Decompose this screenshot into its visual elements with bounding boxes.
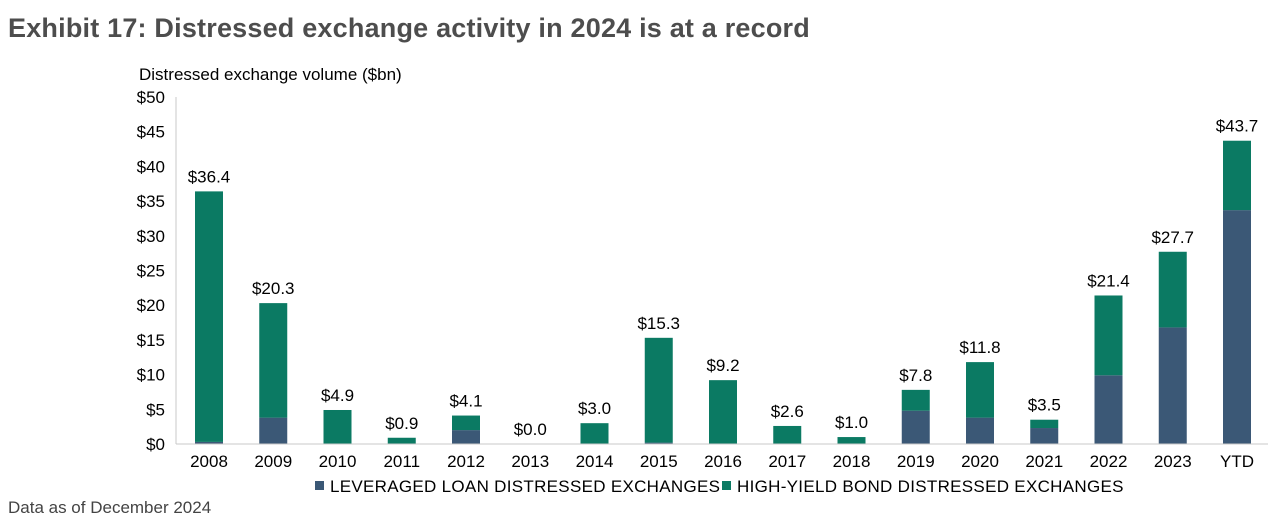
data-label-2023: $27.7 <box>1151 228 1194 247</box>
x-tick-labels: 2008 2009 2010 2011 2012 2013 2014 2015 2016 2017… <box>190 452 1254 471</box>
bar-loan-2012 <box>452 430 480 444</box>
bar-bond-2023 <box>1158 251 1187 328</box>
x-tick-2017: 2017 <box>768 452 806 471</box>
bar-loan-2009 <box>259 417 288 444</box>
x-tick-2020: 2020 <box>961 452 999 471</box>
y-tick-label: $5 <box>146 400 165 419</box>
y-tick-label: $10 <box>137 366 165 385</box>
bar-loan-YTD <box>1223 210 1251 444</box>
legend-swatch-loan <box>315 481 324 490</box>
x-tick-2022: 2022 <box>1090 452 1128 471</box>
data-label-2010: $4.9 <box>321 386 354 405</box>
data-label-2020: $11.8 <box>959 338 1000 357</box>
bar-bond-2009 <box>259 303 288 418</box>
x-tick-2010: 2010 <box>319 452 357 471</box>
legend: LEVERAGED LOAN DISTRESSED EXCHANGES HIGH-… <box>315 477 1124 496</box>
bar-bond-2021 <box>1030 419 1059 429</box>
bar-bond-2010 <box>323 409 352 444</box>
x-tick-2012: 2012 <box>447 452 485 471</box>
x-tick-2013: 2013 <box>511 452 549 471</box>
data-label-2017: $2.6 <box>771 402 804 421</box>
bar-loan-2023 <box>1158 327 1187 444</box>
x-tick-2016: 2016 <box>704 452 742 471</box>
bar-bond-2018 <box>837 437 866 444</box>
bar-bond-2008 <box>195 191 223 442</box>
data-labels: $36.4 $20.3 $4.9 $0.9 $4.1 $0.0 $3.0 $15.3 $9.2 $… <box>188 117 1259 439</box>
data-label-YTD: $43.7 <box>1216 117 1259 136</box>
y-tick-label: $35 <box>137 192 165 211</box>
data-label-2009: $20.3 <box>252 279 295 298</box>
x-tick-2018: 2018 <box>833 452 871 471</box>
y-axis-label: Distressed exchange volume ($bn) <box>139 65 402 84</box>
legend-swatch-bond <box>722 481 731 490</box>
bar-loan-2022 <box>1094 375 1123 444</box>
y-tick-label: $20 <box>137 296 165 315</box>
x-tick-2015: 2015 <box>640 452 678 471</box>
bar-bond-2017 <box>773 425 802 444</box>
data-label-2022: $21.4 <box>1087 271 1130 290</box>
x-tick-2011: 2011 <box>383 452 420 471</box>
data-label-2016: $9.2 <box>706 356 739 375</box>
y-tick-label: $0 <box>146 435 165 454</box>
x-tick-2009: 2009 <box>254 452 292 471</box>
bar-bond-2015 <box>644 337 673 443</box>
data-label-2014: $3.0 <box>578 399 611 418</box>
bars <box>195 140 1251 444</box>
x-tick-2008: 2008 <box>190 452 228 471</box>
bar-bond-2012 <box>452 415 480 431</box>
data-label-2018: $1.0 <box>835 413 868 432</box>
legend-label-loan: LEVERAGED LOAN DISTRESSED EXCHANGES <box>330 477 720 496</box>
bar-loan-2015 <box>644 442 673 444</box>
y-tick-label: $50 <box>137 88 165 107</box>
y-tick-label: $45 <box>137 123 165 142</box>
x-tick-2021: 2021 <box>1025 452 1063 471</box>
source-note: Data as of December 2024 <box>8 498 212 517</box>
x-tick-2019: 2019 <box>897 452 935 471</box>
bar-bond-2020 <box>966 362 994 418</box>
y-tick-label: $40 <box>137 157 165 176</box>
data-label-2019: $7.8 <box>899 366 932 385</box>
bar-bond-2011 <box>387 437 416 444</box>
x-tick-YTD: YTD <box>1220 452 1254 471</box>
data-label-2013: $0.0 <box>514 420 547 439</box>
bar-loan-2019 <box>901 410 930 444</box>
data-label-2021: $3.5 <box>1028 396 1061 415</box>
bar-bond-2022 <box>1094 295 1123 376</box>
bar-loan-2021 <box>1030 428 1059 444</box>
bar-bond-YTD <box>1223 140 1251 211</box>
bar-loan-2020 <box>966 417 994 444</box>
y-tick-labels: $0 $5 $10 $15 $20 $25 $30 $35 $40 $45 $50 <box>137 88 165 454</box>
y-tick-label: $25 <box>137 262 165 281</box>
x-tick-2014: 2014 <box>576 452 614 471</box>
data-label-2012: $4.1 <box>449 392 482 411</box>
data-label-2008: $36.4 <box>188 167 231 186</box>
y-tick-label: $15 <box>137 331 165 350</box>
bar-bond-2016 <box>709 380 737 444</box>
chart-title: Exhibit 17: Distressed exchange activity… <box>8 13 810 43</box>
bar-bond-2014 <box>580 423 609 444</box>
data-label-2011: $0.9 <box>385 414 418 433</box>
bar-loan-2008 <box>195 441 223 444</box>
bar-bond-2019 <box>901 389 930 411</box>
x-tick-2023: 2023 <box>1154 452 1192 471</box>
legend-label-bond: HIGH-YIELD BOND DISTRESSED EXCHANGES <box>737 477 1124 496</box>
data-label-2015: $15.3 <box>637 314 680 333</box>
y-tick-label: $30 <box>137 227 165 246</box>
